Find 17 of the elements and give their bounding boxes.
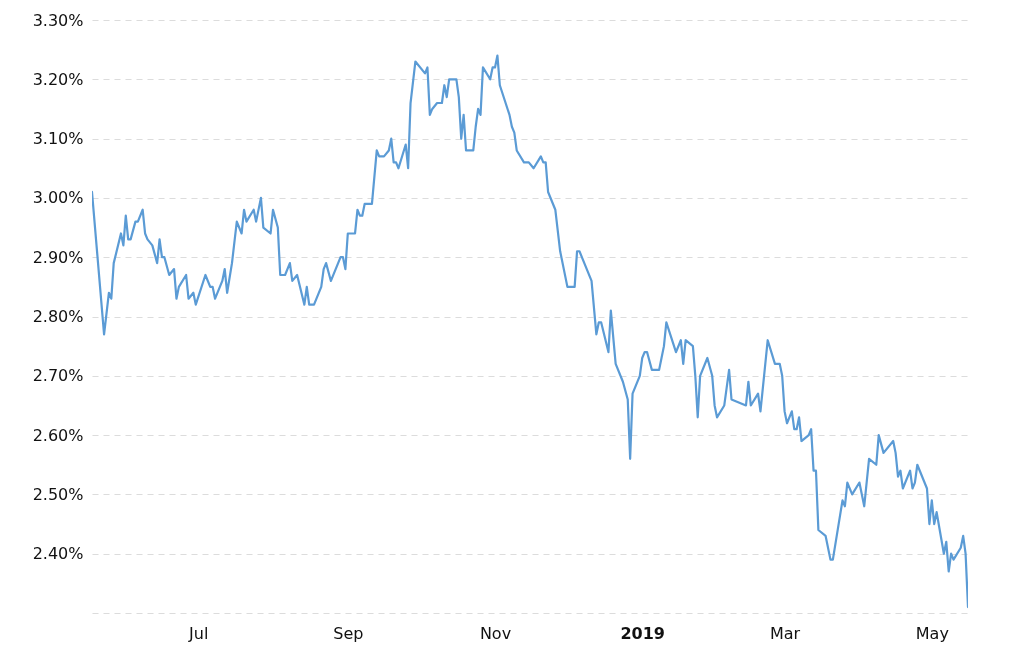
y-tick-label: 2.40% bbox=[32, 544, 84, 564]
y-tick-label: 3.10% bbox=[32, 129, 84, 149]
y-tick-label: 3.00% bbox=[32, 188, 84, 208]
x-tick-label: 2019 bbox=[620, 623, 665, 643]
y-tick-label: 2.50% bbox=[32, 484, 84, 504]
y-tick-label: 3.20% bbox=[32, 69, 84, 89]
x-tick-label: Sep bbox=[333, 623, 364, 643]
x-tick-label: Mar bbox=[770, 623, 801, 643]
x-tick-label: Nov bbox=[479, 623, 512, 643]
x-tick-label: Jul bbox=[188, 623, 209, 643]
x-tick-label: May bbox=[915, 623, 949, 643]
y-tick-label: 2.90% bbox=[32, 247, 84, 267]
y-tick-label: 3.30% bbox=[32, 10, 84, 30]
y-tick-label: 2.70% bbox=[32, 366, 84, 386]
y-tick-label: 2.60% bbox=[32, 425, 84, 445]
y-tick-label: 2.80% bbox=[32, 307, 84, 326]
line-series bbox=[92, 54, 968, 609]
